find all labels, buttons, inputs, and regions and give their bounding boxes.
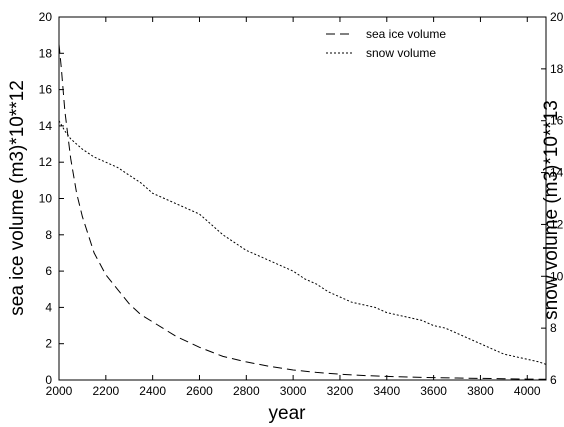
left-y-tick-label: 6 xyxy=(45,264,52,278)
left-y-tick-label: 10 xyxy=(39,192,53,206)
right-y-tick-label: 16 xyxy=(550,114,564,128)
left-y-tick-label: 14 xyxy=(39,119,53,133)
right-y-tick-label: 8 xyxy=(550,321,557,335)
x-tick-label: 2000 xyxy=(46,384,73,398)
series-line-sea-ice-volume xyxy=(58,44,547,380)
x-axis-ticks: 2000 2200 2400 2600 2800 3000 3200 3400 3600 3800… xyxy=(46,17,541,398)
x-tick-label: 3200 xyxy=(327,384,354,398)
series-line-snow-volume xyxy=(58,120,547,365)
left-y-axis-title: sea ice volume (m3)*10**12 xyxy=(7,80,28,316)
right-y-tick-label: 14 xyxy=(550,166,564,180)
legend-label-sea-ice-volume: sea ice volume xyxy=(366,27,446,41)
left-y-tick-label: 16 xyxy=(39,83,53,97)
series-layer xyxy=(58,44,547,380)
right-y-tick-label: 18 xyxy=(550,62,564,76)
plot-area xyxy=(58,16,547,381)
left-y-tick-label: 12 xyxy=(39,155,53,169)
x-tick-label: 4000 xyxy=(514,384,541,398)
left-y-tick-label: 18 xyxy=(39,46,53,60)
x-tick-label: 3800 xyxy=(467,384,494,398)
x-tick-label: 3000 xyxy=(280,384,307,398)
right-y-tick-label: 10 xyxy=(550,269,564,283)
left-y-tick-label: 8 xyxy=(45,228,52,242)
legend: sea ice volume snow volume xyxy=(326,27,446,60)
x-tick-label: 2800 xyxy=(233,384,260,398)
left-y-tick-label: 0 xyxy=(45,373,52,387)
left-y-axis-ticks: 0 2 4 6 8 10 12 14 16 18 20 xyxy=(39,10,64,387)
x-axis-title: year xyxy=(269,403,307,424)
right-y-tick-label: 6 xyxy=(550,373,557,387)
x-tick-label: 2600 xyxy=(186,384,213,398)
x-tick-label: 2400 xyxy=(139,384,166,398)
left-y-tick-label: 4 xyxy=(45,300,52,314)
left-y-tick-label: 20 xyxy=(39,10,53,24)
x-tick-label: 2200 xyxy=(92,384,119,398)
legend-label-snow-volume: snow volume xyxy=(366,46,436,60)
right-y-axis-title: snow volume (m3)*10**13 xyxy=(541,100,562,320)
x-tick-label: 3600 xyxy=(420,384,447,398)
left-y-tick-label: 2 xyxy=(45,337,52,351)
right-y-tick-label: 20 xyxy=(550,10,564,24)
x-tick-label: 3400 xyxy=(373,384,400,398)
right-y-axis-ticks: 6 8 10 12 14 16 18 20 xyxy=(541,10,564,387)
right-y-tick-label: 12 xyxy=(550,217,564,231)
